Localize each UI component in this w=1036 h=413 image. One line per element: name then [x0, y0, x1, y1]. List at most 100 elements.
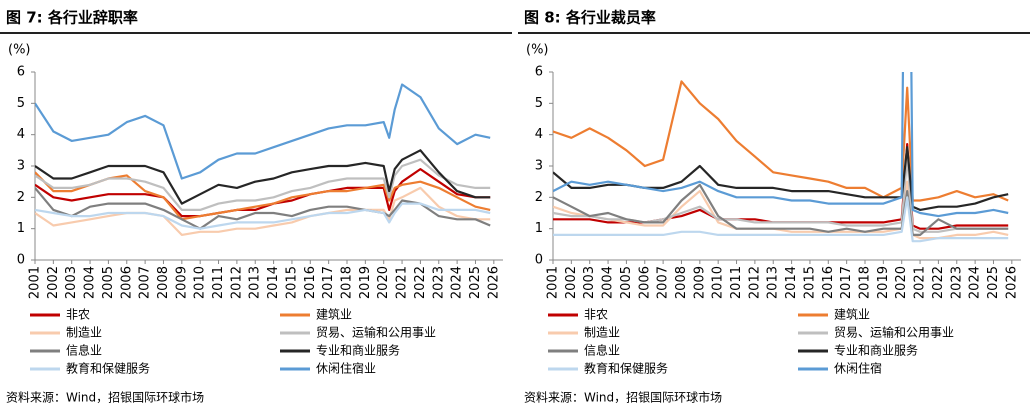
legend-label: 建筑业: [834, 307, 870, 322]
plot: [553, 72, 1009, 243]
x-tick-label: 2025: [468, 266, 483, 299]
legend-label: 非农: [66, 308, 90, 322]
y-tick-label: 0: [535, 253, 543, 268]
x-tick-label: 2019: [876, 266, 891, 299]
y-axis-label: (%): [526, 43, 549, 58]
x-tick-label: 2009: [692, 266, 707, 299]
series-line: [35, 83, 491, 180]
y-tick-label: 5: [17, 96, 25, 111]
x-tick-label: 2021: [913, 266, 928, 299]
y-axis-label: (%): [8, 43, 31, 58]
x-tick-label: 2008: [156, 266, 171, 299]
x-tick-label: 2024: [450, 266, 465, 299]
x-tick-label: 2009: [174, 266, 189, 299]
source: 资料来源：Wind，招银国际环球市场: [6, 390, 204, 405]
x-tick-label: 2003: [64, 266, 79, 299]
x-tick-label: 2015: [802, 266, 817, 299]
y-tick-label: 5: [535, 96, 543, 111]
x-tick-label: 2007: [138, 266, 153, 299]
series-line: [553, 183, 1009, 236]
series-line: [35, 187, 491, 230]
legend-label: 建筑业: [316, 307, 352, 322]
series-line: [35, 171, 491, 221]
legend-label: 信息业: [584, 343, 620, 358]
chart-title: 图 8: 各行业裁员率: [524, 9, 656, 27]
x-tick-label: 2010: [711, 266, 726, 299]
y-tick-label: 6: [17, 65, 25, 80]
y-tick-label: 2: [535, 190, 543, 205]
y-tick-label: 3: [535, 159, 543, 174]
x-tick-label: 2022: [931, 266, 946, 299]
y-tick-label: 1: [17, 221, 25, 236]
x-tick-label: 2025: [986, 266, 1001, 299]
x-tick-label: 2017: [839, 266, 854, 299]
x-tick-label: 2005: [619, 266, 634, 299]
x-tick-label: 2012: [747, 266, 762, 299]
chart: 图 7: 各行业辞职率 (%) 0 1 2 3 4 5 6 2001 2002 2003 2004 200…: [0, 9, 512, 405]
x-tick-label: 2019: [358, 266, 373, 299]
legend-label: 教育和保健服务: [66, 361, 150, 376]
series-line: [553, 72, 1009, 218]
x-tick-label: 2001: [28, 266, 43, 299]
x-tick-label: 2003: [582, 266, 597, 299]
x-tick-label: 2026: [486, 266, 501, 299]
legend-label: 休闲住宿: [834, 361, 882, 376]
series-line: [553, 180, 1009, 240]
y-tick-label: 4: [17, 127, 25, 142]
series-line: [35, 149, 491, 205]
x-tick-label: 2017: [321, 266, 336, 299]
x-tick-label: 2008: [674, 266, 689, 299]
legend-label: 制造业: [66, 326, 102, 340]
x-tick-label: 2020: [376, 266, 391, 299]
legend-label: 制造业: [584, 326, 620, 340]
x-tick-label: 2020: [894, 266, 909, 299]
series-line: [553, 146, 1009, 211]
x-tick-label: 2021: [395, 266, 410, 299]
plot: [35, 83, 491, 236]
x-tick-label: 2001: [546, 266, 561, 299]
legend-label: 贸易、运输和公用事业: [316, 325, 436, 340]
x-tick-label: 2024: [968, 266, 983, 299]
y-tick-label: 0: [17, 253, 25, 268]
x-tick-label: 2002: [46, 266, 61, 299]
x-tick-label: 2006: [119, 266, 134, 299]
x-tick-label: 2013: [766, 266, 781, 299]
y-tick-label: 4: [535, 127, 543, 142]
x-tick-label: 2023: [431, 266, 446, 299]
legend-label: 贸易、运输和公用事业: [834, 325, 954, 340]
x-tick-label: 2012: [229, 266, 244, 299]
x-tick-label: 2015: [284, 266, 299, 299]
x-tick-label: 2018: [858, 266, 873, 299]
x-tick-label: 2013: [248, 266, 263, 299]
x-tick-label: 2016: [303, 266, 318, 299]
y-tick-label: 2: [17, 190, 25, 205]
chart-title: 图 7: 各行业辞职率: [6, 9, 138, 27]
x-tick-label: 2016: [821, 266, 836, 299]
x-tick-label: 2004: [601, 266, 616, 299]
series-line: [553, 80, 1009, 202]
y-tick-label: 1: [535, 221, 543, 236]
x-tick-label: 2018: [340, 266, 355, 299]
x-tick-label: 2007: [656, 266, 671, 299]
title-rule: [518, 32, 1030, 34]
x-tick-label: 2023: [949, 266, 964, 299]
legend-label: 专业和商业服务: [834, 343, 918, 358]
source: 资料来源：Wind，招银国际环球市场: [524, 390, 722, 405]
legend-label: 教育和保健服务: [584, 361, 668, 376]
series-line: [35, 186, 491, 236]
title-rule: [0, 32, 512, 34]
series-line: [35, 202, 491, 230]
series-line: [35, 158, 491, 211]
x-tick-label: 2011: [729, 266, 744, 299]
legend-label: 休闲住宿业: [316, 361, 376, 376]
x-tick-label: 2026: [1004, 266, 1019, 299]
y-tick-label: 3: [17, 159, 25, 174]
x-tick-label: 2004: [83, 266, 98, 299]
x-tick-label: 2014: [266, 266, 281, 299]
y-tick-label: 6: [535, 65, 543, 80]
legend-label: 专业和商业服务: [316, 343, 400, 358]
series-line: [35, 168, 491, 218]
x-tick-label: 2011: [211, 266, 226, 299]
